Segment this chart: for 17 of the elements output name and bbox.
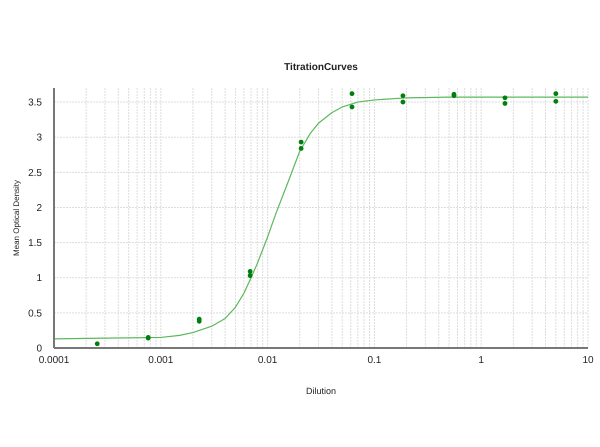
x-tick-label: 10: [582, 355, 594, 366]
y-tick-label: 3: [36, 132, 42, 144]
chart-title: TitrationCurves: [283, 62, 359, 73]
x-tick-label: 0.1: [367, 355, 382, 366]
y-tick-label: 3.5: [28, 98, 42, 109]
y-axis-title: Mean Optical Density: [12, 180, 21, 256]
y-tick-label: 2.5: [28, 168, 42, 179]
x-tick-label: 0.01: [258, 355, 278, 366]
x-tick-label: 1: [478, 355, 484, 366]
y-tick-label: 0.5: [28, 308, 42, 320]
y-tick-label: 1.5: [28, 238, 42, 250]
x-tick-label: 0.001: [148, 355, 174, 366]
x-tick-label: 0.0001: [38, 355, 70, 366]
y-tick-label: 0: [36, 344, 42, 354]
y-tick-label: 2: [36, 202, 42, 214]
x-axis-title: Dilution: [306, 386, 336, 396]
y-tick-label: 1: [36, 273, 42, 284]
